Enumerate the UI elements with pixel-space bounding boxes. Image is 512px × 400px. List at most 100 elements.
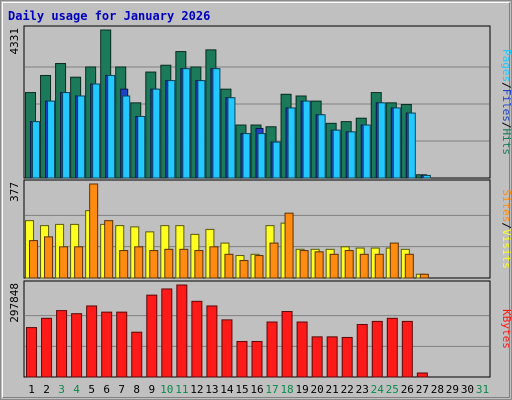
bar-sites-day-5 — [89, 183, 99, 279]
bar-sites-day-19 — [299, 250, 309, 279]
legend-part: Sites — [500, 189, 512, 222]
legend-part: Pages — [500, 49, 512, 82]
x-tick-label-day-1: 1 — [28, 383, 35, 396]
bar-sites-day-9 — [149, 250, 159, 279]
bar-pages-day-21 — [332, 129, 341, 179]
panel-hits: 4331 Pages/Files/Hits — [8, 25, 512, 179]
bar-kbytes-day-18 — [281, 311, 293, 378]
bar-sites-day-11 — [179, 248, 189, 279]
bar-sites-day-1 — [29, 240, 39, 279]
bar-kbytes-day-9 — [146, 294, 158, 378]
x-tick-label-day-25: 25 — [386, 383, 399, 396]
x-tick-label-day-5: 5 — [88, 383, 95, 396]
x-tick-label-day-31: 31 — [476, 383, 489, 396]
panel-hits-legend: Pages/Files/Hits — [500, 49, 512, 155]
bar-kbytes-day-26 — [401, 320, 413, 378]
bar-kbytes-day-27 — [416, 372, 428, 378]
bar-kbytes-day-17 — [266, 321, 278, 378]
bar-pages-day-18 — [287, 107, 296, 179]
bar-pages-day-15 — [242, 133, 251, 179]
bar-sites-day-27 — [419, 273, 429, 279]
bar-pages-day-27 — [422, 174, 431, 179]
series-sites — [29, 183, 429, 279]
legend-part: Hits — [500, 129, 512, 156]
legend-part: / — [500, 222, 512, 229]
bar-kbytes-day-15 — [236, 340, 248, 378]
legend-part: / — [500, 122, 512, 129]
legend-part: Visits — [500, 229, 512, 269]
bar-sites-day-7 — [119, 250, 129, 279]
x-tick-label-day-14: 14 — [220, 383, 234, 396]
bar-sites-day-24 — [374, 253, 384, 279]
x-tick-label-day-22: 22 — [341, 383, 354, 396]
x-tick-label-day-30: 30 — [461, 383, 474, 396]
x-tick-label-day-11: 11 — [175, 383, 188, 396]
bar-sites-day-17 — [269, 242, 279, 279]
bar-sites-day-12 — [194, 250, 204, 279]
bar-kbytes-day-16 — [251, 340, 263, 378]
bar-sites-day-8 — [134, 246, 144, 279]
x-tick-label-day-13: 13 — [205, 383, 218, 396]
x-tick-label-day-19: 19 — [295, 383, 308, 396]
bar-sites-day-4 — [74, 246, 84, 279]
bar-kbytes-day-12 — [191, 300, 203, 378]
bar-pages-day-16 — [257, 133, 266, 179]
bar-kbytes-day-14 — [221, 319, 233, 378]
legend-part: KBytes — [500, 309, 512, 349]
bar-pages-day-7 — [122, 95, 131, 179]
bar-pages-day-24 — [377, 102, 386, 179]
bar-kbytes-day-7 — [116, 311, 128, 378]
x-tick-label-day-21: 21 — [326, 383, 339, 396]
bar-kbytes-day-10 — [161, 288, 173, 378]
bar-pages-day-1 — [32, 121, 41, 179]
x-tick-label-day-10: 10 — [160, 383, 173, 396]
bar-sites-day-14 — [224, 253, 234, 279]
bar-pages-day-12 — [197, 80, 206, 179]
bar-sites-day-15 — [239, 260, 249, 279]
bar-sites-day-23 — [359, 253, 369, 279]
bar-pages-day-22 — [347, 131, 356, 179]
x-tick-label-day-24: 24 — [371, 383, 385, 396]
bar-pages-day-19 — [302, 100, 311, 179]
bar-kbytes-day-24 — [371, 320, 383, 378]
bar-pages-day-2 — [47, 100, 56, 179]
bar-pages-day-13 — [212, 68, 221, 179]
x-tick-label-day-27: 27 — [416, 383, 429, 396]
panel-visits-legend: Sites/Visits — [500, 189, 512, 269]
bar-pages-day-3 — [62, 92, 71, 179]
x-tick-label-day-26: 26 — [401, 383, 414, 396]
bar-sites-day-13 — [209, 246, 219, 279]
series-pages — [32, 68, 431, 179]
bar-kbytes-day-11 — [176, 284, 188, 378]
bar-pages-day-4 — [77, 95, 86, 179]
bar-kbytes-day-22 — [341, 336, 353, 378]
bar-kbytes-day-19 — [296, 321, 308, 378]
x-tick-label-day-18: 18 — [280, 383, 293, 396]
x-tick-label-day-8: 8 — [133, 383, 140, 396]
bar-sites-day-20 — [314, 251, 324, 279]
bar-sites-day-22 — [344, 250, 354, 279]
legend-part: / — [500, 82, 512, 89]
bar-kbytes-day-6 — [101, 311, 113, 378]
x-tick-label-day-23: 23 — [356, 383, 369, 396]
bar-kbytes-day-23 — [356, 323, 368, 378]
bar-pages-day-8 — [137, 115, 146, 179]
panel-hits-max-label: 4331 — [8, 28, 21, 55]
bar-pages-day-17 — [272, 141, 281, 179]
x-tick-label-day-17: 17 — [265, 383, 278, 396]
bar-pages-day-5 — [92, 83, 101, 179]
series-kbytes — [26, 284, 428, 378]
panel-kbytes-legend: KBytes — [500, 309, 512, 349]
bar-kbytes-day-20 — [311, 336, 323, 378]
bar-pages-day-26 — [407, 112, 416, 179]
bar-kbytes-day-4 — [71, 313, 83, 378]
x-tick-label-day-4: 4 — [73, 383, 80, 396]
bar-kbytes-day-3 — [56, 310, 68, 378]
panel-kbytes: 297848 KBytes — [8, 280, 512, 378]
bar-sites-day-3 — [59, 246, 69, 279]
x-axis-day-labels: 1 2 3 4 5 6 7 8 9 10 11 12 13 14 15 16 17 18 19 20 21 22 23 24 2… — [28, 383, 489, 396]
bar-pages-day-9 — [152, 88, 161, 179]
bar-kbytes-day-25 — [386, 317, 398, 378]
